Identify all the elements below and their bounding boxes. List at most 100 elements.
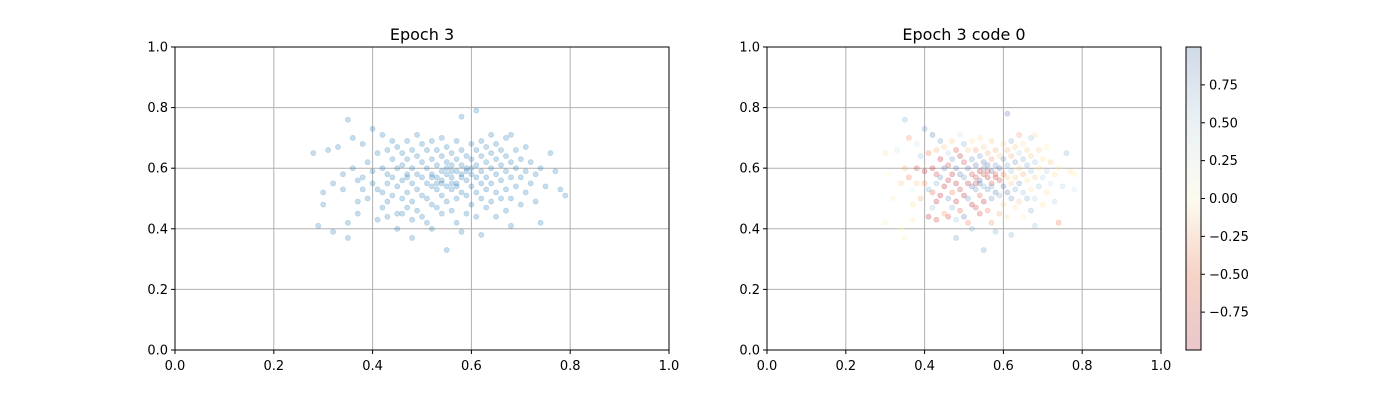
scatter-point <box>463 165 470 172</box>
scatter-point <box>1024 177 1030 184</box>
scatter-point <box>448 174 455 181</box>
scatter-point <box>463 168 470 175</box>
scatter-point <box>433 162 440 169</box>
scatter-point <box>354 177 361 184</box>
scatter-point <box>1067 168 1074 175</box>
scatter-point <box>1039 201 1046 208</box>
scatter-point <box>988 195 995 202</box>
scatter-point <box>984 150 991 156</box>
scatter-point <box>937 192 944 199</box>
scatter-point <box>988 138 995 144</box>
scatter-point <box>389 138 396 144</box>
scatter-point <box>941 165 948 172</box>
scatter-point <box>512 147 519 153</box>
chart-title-2: Epoch 3 code 0 <box>902 25 1025 44</box>
scatter-point <box>379 204 386 211</box>
scatter-point <box>443 171 450 178</box>
scatter-point <box>1020 213 1026 220</box>
scatter-point <box>349 134 356 141</box>
scatter-point <box>547 150 554 156</box>
scatter-point <box>428 225 435 232</box>
scatter-point <box>478 180 485 187</box>
scatter-point <box>941 183 948 190</box>
scatter-point <box>463 192 470 199</box>
scatter-point <box>384 180 391 187</box>
scatter-point <box>949 189 956 196</box>
scatter-point <box>498 162 504 169</box>
scatter-point <box>527 159 534 166</box>
scatter-point <box>344 219 351 226</box>
colorbar-tick-label: 0.75 <box>1209 78 1238 93</box>
colorbar-tick-label: 0.25 <box>1209 154 1238 169</box>
scatter-point <box>992 162 999 169</box>
scatter-point <box>448 186 455 193</box>
scatter-point <box>1028 134 1034 141</box>
scatter-point <box>961 141 967 147</box>
scatter-point <box>1008 180 1015 187</box>
scatter-point <box>1043 144 1050 150</box>
scatter-point <box>1008 168 1015 175</box>
scatter-point <box>468 183 475 190</box>
scatter-point <box>478 153 485 159</box>
scatter-point <box>957 153 963 159</box>
scatter-point <box>508 131 514 138</box>
scatter-point <box>945 213 952 220</box>
scatter-point <box>968 201 975 208</box>
scatter-point <box>443 183 450 190</box>
scatter-point <box>448 207 455 214</box>
scatter-point <box>1043 189 1050 196</box>
scatter-point <box>438 177 445 184</box>
scatter-point <box>349 165 356 172</box>
scatter-point <box>369 180 376 187</box>
scatter-point <box>1004 189 1011 196</box>
scatter-point <box>498 147 504 153</box>
scatter-point <box>913 165 920 172</box>
scatter-point <box>976 153 983 159</box>
scatter-point <box>414 131 420 138</box>
scatter-point <box>1016 131 1023 138</box>
scatter-points-2 <box>882 110 1078 253</box>
scatter-point <box>925 213 932 220</box>
scatter-point <box>478 168 485 175</box>
scatter-point <box>902 234 908 241</box>
scatter-point <box>1055 219 1062 226</box>
scatter-point <box>1035 165 1042 172</box>
scatter-point <box>933 216 940 223</box>
x-tick-label: 0.6 <box>461 359 482 374</box>
scatter-point <box>508 159 514 166</box>
scatter-point <box>902 116 908 123</box>
scatter-point <box>394 183 401 190</box>
scatter-point <box>354 198 361 205</box>
scatter-point <box>458 162 465 169</box>
scatter-point <box>945 150 952 156</box>
scatter-point <box>1032 174 1038 181</box>
scatter-point <box>1008 138 1015 144</box>
scatter-point <box>972 147 979 153</box>
scatter-point <box>374 216 381 223</box>
scatter-point <box>503 207 509 214</box>
scatter-point <box>949 171 956 178</box>
scatter-point <box>419 192 425 199</box>
scatter-point <box>972 180 979 187</box>
scatter-point <box>503 186 509 193</box>
scatter-point <box>933 147 940 153</box>
x-tick-label: 1.0 <box>659 359 680 374</box>
scatter-point <box>921 125 928 132</box>
scatter-point <box>458 113 465 120</box>
scatter-point <box>483 159 490 166</box>
scatter-point <box>925 186 932 193</box>
scatter-point <box>929 189 936 196</box>
scatter-point <box>886 171 893 178</box>
scatter-point <box>965 147 971 153</box>
scatter-point <box>488 150 495 156</box>
scatter-point <box>1012 159 1019 166</box>
scatter-point <box>409 234 416 241</box>
scatter-point <box>320 189 327 196</box>
scatter-point <box>933 180 940 187</box>
scatter-point <box>438 153 445 159</box>
scatter-point <box>542 183 549 190</box>
scatter-point <box>968 225 975 232</box>
scatter-point <box>369 168 376 175</box>
scatter-point <box>419 141 425 147</box>
